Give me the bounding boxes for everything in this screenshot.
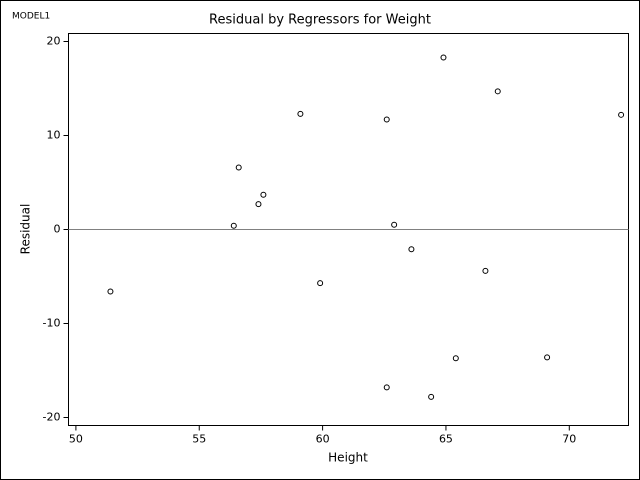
y-tick-label: 10 [47,128,61,141]
point [452,355,459,362]
point [440,54,447,61]
point [260,191,267,198]
x-tick-label: 55 [192,433,206,446]
point [544,354,551,361]
point [482,267,489,274]
y-tick-label: -10 [43,317,61,330]
x-tick-label: 70 [562,433,576,446]
y-tick-label: 0 [54,223,61,236]
x-tick-label: 65 [439,433,453,446]
point [408,246,415,253]
point [107,288,114,295]
y-axis-label: Residual [19,204,33,255]
point [235,164,242,171]
point [255,201,262,208]
x-tick-label: 50 [69,433,83,446]
point [383,384,390,391]
point [297,110,304,117]
point [230,222,237,229]
point [317,280,324,287]
point [391,221,398,228]
point [494,88,501,95]
point [428,393,435,400]
point [383,116,390,123]
chart-title: Residual by Regressors for Weight [209,13,431,28]
y-tick-label: -20 [43,411,61,424]
x-tick-label: 60 [316,433,330,446]
model-label: MODEL1 [12,12,50,22]
point [618,111,625,118]
x-axis-label: Height [328,451,368,465]
y-tick-label: 20 [47,34,61,47]
